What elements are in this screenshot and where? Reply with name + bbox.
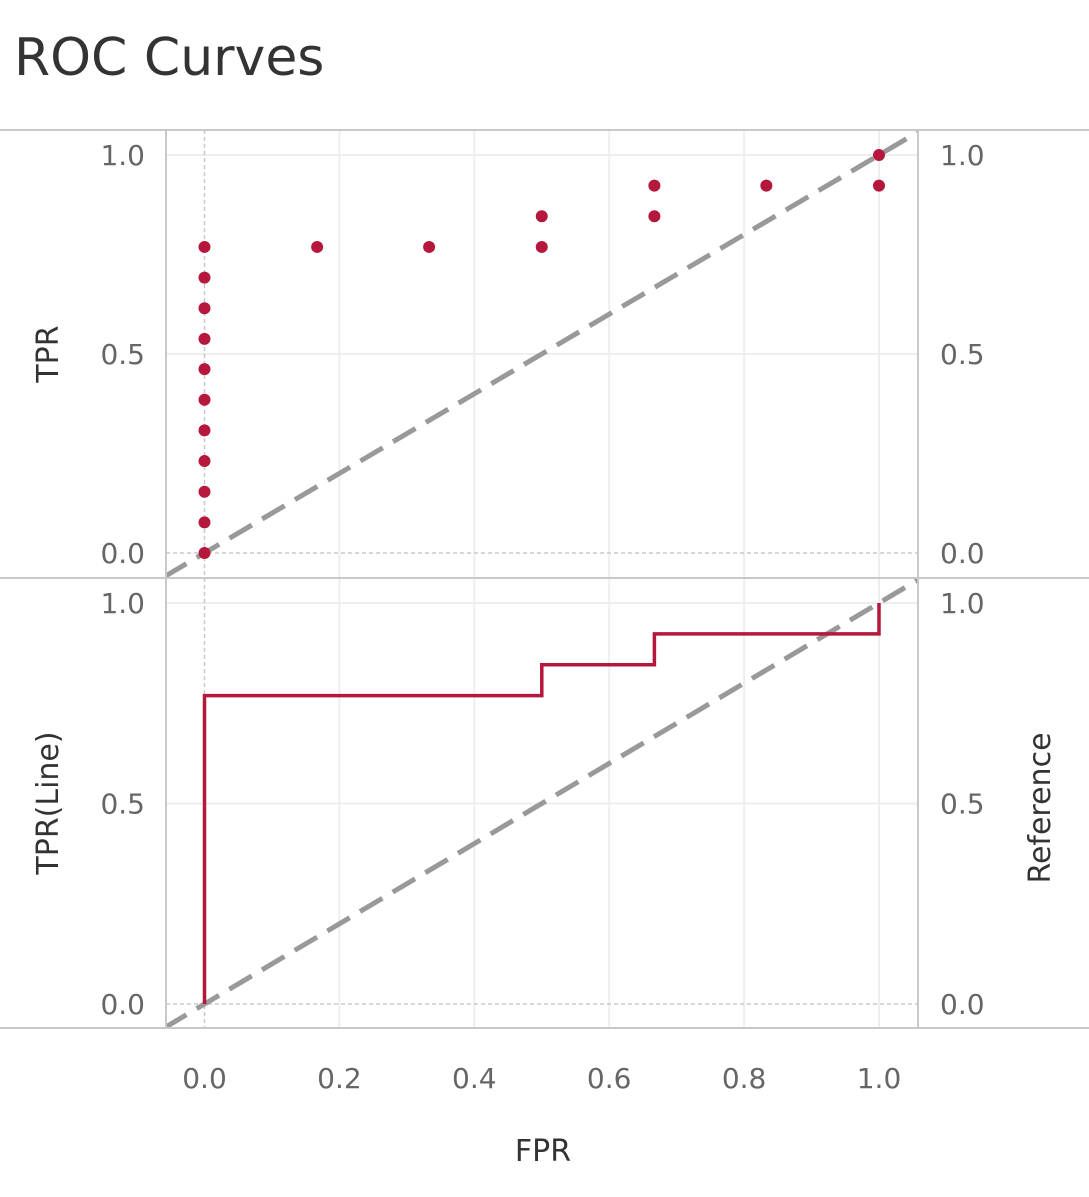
- y-axis-title: TPR: [31, 325, 66, 383]
- data-point: [198, 547, 211, 559]
- data-point: [423, 240, 436, 253]
- data-point: [311, 240, 324, 253]
- y-tick-label: 0.0: [100, 988, 145, 1021]
- data-point: [198, 424, 211, 437]
- x-axis-title: FPR: [515, 1134, 571, 1169]
- data-point: [873, 179, 885, 192]
- panel-frames: [0, 129, 1089, 1029]
- y-tick-label: 0.5: [100, 338, 145, 371]
- y-tick-label-right: 0.0: [940, 537, 985, 570]
- y-tick-label: 0.5: [100, 788, 145, 821]
- y-tick-label: 0.0: [100, 537, 145, 570]
- y-axis-title-right: Reference: [1023, 732, 1058, 883]
- y-tick-label-right: 1.0: [940, 587, 985, 620]
- x-tick-label: 1.0: [857, 1062, 902, 1095]
- data-point: [198, 332, 211, 345]
- data-point: [198, 485, 211, 498]
- series-layer: [198, 149, 885, 1004]
- x-tick-label: 0.6: [587, 1062, 632, 1095]
- y-tick-label: 1.0: [100, 139, 145, 172]
- reference-line: [166, 130, 918, 578]
- x-tick-label: 0.2: [317, 1062, 362, 1095]
- x-tick-label: 0.0: [182, 1062, 227, 1095]
- data-point: [198, 393, 211, 406]
- y-tick-label-right: 0.5: [940, 788, 985, 821]
- page-title: ROC Curves: [14, 28, 325, 88]
- data-point: [873, 149, 885, 161]
- data-point: [198, 240, 211, 253]
- x-tick-label: 0.8: [722, 1062, 767, 1095]
- y-tick-label-right: 0.5: [940, 338, 985, 371]
- axis-text: 0.0 0.5 1.0 0.0 0.5 1.0 TPR 0.0 0.5 1.0 0.0 0.5 1.0 T…: [31, 139, 1058, 1169]
- data-point: [198, 455, 211, 468]
- data-point: [198, 271, 211, 284]
- data-point: [198, 516, 211, 529]
- reference-lines: [166, 130, 918, 1028]
- data-point: [648, 179, 661, 192]
- y-tick-label-right: 1.0: [940, 139, 985, 172]
- data-point: [648, 210, 661, 223]
- y-axis-title: TPR(Line): [31, 731, 66, 875]
- reference-line: [166, 578, 918, 1028]
- data-point: [535, 210, 548, 223]
- data-point: [535, 240, 548, 253]
- data-point: [760, 179, 773, 192]
- roc-line: [202, 603, 881, 1004]
- y-tick-label: 1.0: [100, 587, 145, 620]
- data-point: [198, 302, 211, 315]
- y-tick-label-right: 0.0: [940, 988, 985, 1021]
- x-tick-label: 0.4: [452, 1062, 497, 1095]
- data-point: [198, 363, 211, 376]
